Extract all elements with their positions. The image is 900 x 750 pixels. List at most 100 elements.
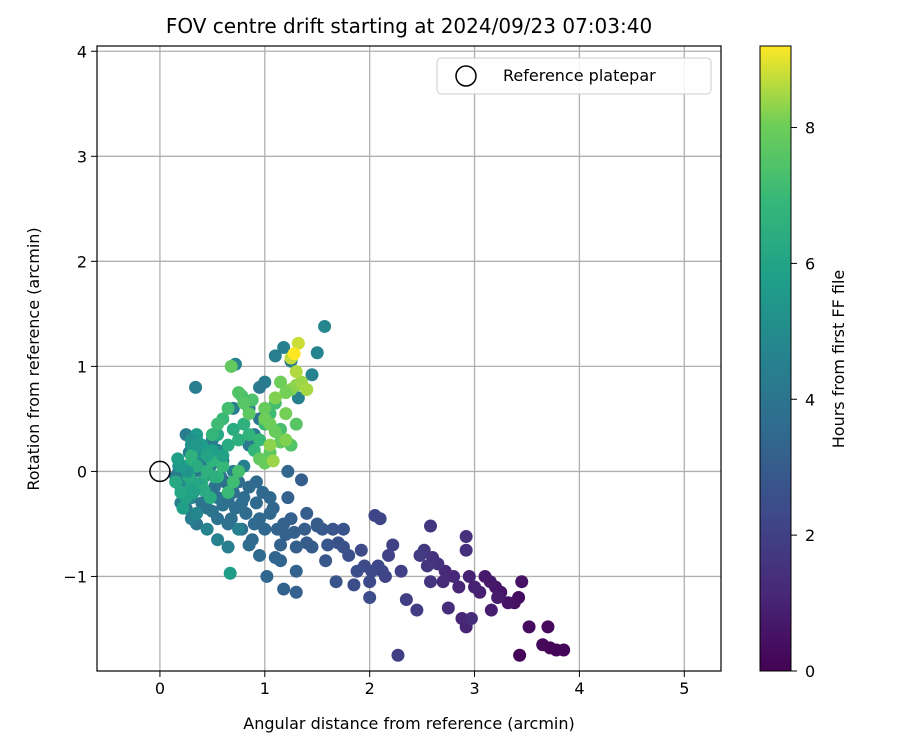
colorbar-tick-label: 2 [805, 526, 815, 545]
scatter-point [423, 519, 437, 533]
scatter-point [289, 417, 303, 431]
scatter-point [318, 319, 332, 333]
x-tick-label: 3 [469, 679, 479, 698]
scatter-point [300, 506, 314, 520]
legend: Reference platepar [436, 57, 712, 95]
x-tick-label: 5 [679, 679, 689, 698]
scatter-point [368, 509, 382, 523]
scatter-point [382, 548, 396, 562]
scatter-points [169, 319, 571, 662]
scatter-point [436, 575, 450, 589]
y-tick-label: 2 [77, 252, 87, 271]
scatter-point [549, 643, 563, 657]
scatter-point [291, 336, 305, 350]
scatter-point [207, 470, 221, 484]
scatter-point [277, 340, 291, 354]
scatter-point [221, 540, 235, 554]
legend-box [436, 57, 712, 95]
scatter-point [205, 428, 219, 442]
scatter-point [266, 454, 280, 468]
scatter-point [484, 603, 498, 617]
scatter-point [221, 401, 235, 415]
scatter-point [216, 449, 230, 463]
scatter-point [235, 496, 249, 510]
colorbar-ticks: 0 2 4 6 8 [791, 119, 815, 681]
scatter-point [522, 620, 536, 634]
axes: 0 1 2 3 4 5 −1 0 1 2 3 4 [63, 42, 689, 698]
scatter-point [423, 575, 437, 589]
scatter-point [350, 564, 364, 578]
x-tick-label: 1 [260, 679, 270, 698]
scatter-point [300, 536, 314, 550]
scatter-point [258, 401, 272, 415]
scatter-point [232, 386, 246, 400]
scatter-point [221, 517, 235, 531]
scatter-point [455, 611, 469, 625]
scatter-point [242, 428, 256, 442]
scatter-point [277, 582, 291, 596]
scatter-point [279, 407, 293, 421]
legend-label: Reference platepar [503, 66, 656, 85]
scatter-point [263, 438, 277, 452]
y-tick-label: 3 [77, 147, 87, 166]
scatter-point [291, 391, 305, 405]
scatter-point [310, 517, 324, 531]
scatter-point [242, 407, 256, 421]
scatter-point [459, 543, 473, 557]
scatter-point [190, 459, 204, 473]
scatter-point [190, 438, 204, 452]
scatter-point [274, 554, 288, 568]
x-axis-label: Angular distance from reference (arcmin) [243, 714, 574, 733]
scatter-point [319, 554, 333, 568]
scatter-point [452, 580, 466, 594]
scatter-point [239, 506, 253, 520]
colorbar-label: Hours from first FF file [829, 270, 848, 449]
plot-area-frame [96, 45, 722, 672]
scatter-point [394, 564, 408, 578]
scatter-point [459, 530, 473, 544]
scatter-point [462, 569, 476, 583]
scatter-point [184, 449, 198, 463]
scatter-point [501, 596, 515, 610]
x-tick-label: 4 [574, 679, 584, 698]
scatter-point [253, 548, 267, 562]
scatter-point [232, 433, 246, 447]
scatter-point [281, 491, 295, 505]
scatter-point [347, 578, 361, 592]
scatter-point [237, 417, 251, 431]
scatter-point [249, 475, 263, 489]
scatter-point [174, 485, 188, 499]
scatter-point [237, 396, 251, 410]
scatter-point [289, 585, 303, 599]
y-tick-label: 1 [77, 357, 87, 376]
scatter-point [171, 452, 185, 466]
scatter-point [189, 380, 203, 394]
scatter-point [258, 412, 272, 426]
grid-lines [97, 46, 721, 671]
scatter-point [464, 611, 478, 625]
scatter-point [176, 501, 190, 515]
scatter-point [399, 593, 413, 607]
scatter-point [279, 433, 293, 447]
scatter-point [221, 485, 235, 499]
scatter-point [224, 359, 238, 373]
scatter-point [329, 575, 343, 589]
scatter-point [258, 522, 272, 536]
scatter-point [363, 575, 377, 589]
scatter-point [305, 368, 319, 382]
chart-title: FOV centre drift starting at 2024/09/23 … [166, 14, 652, 38]
scatter-point [263, 506, 277, 520]
scatter-point [200, 522, 214, 536]
y-tick-label: 0 [77, 462, 87, 481]
scatter-point [336, 522, 350, 536]
scatter-point [386, 538, 400, 552]
scatter-point [223, 566, 237, 580]
scatter-point [478, 569, 492, 583]
scatter-point [232, 522, 246, 536]
y-tick-label: −1 [63, 567, 87, 586]
scatter-point [391, 648, 405, 662]
scatter-point [253, 380, 267, 394]
scatter-point [270, 522, 284, 536]
scatter-point [287, 347, 301, 361]
